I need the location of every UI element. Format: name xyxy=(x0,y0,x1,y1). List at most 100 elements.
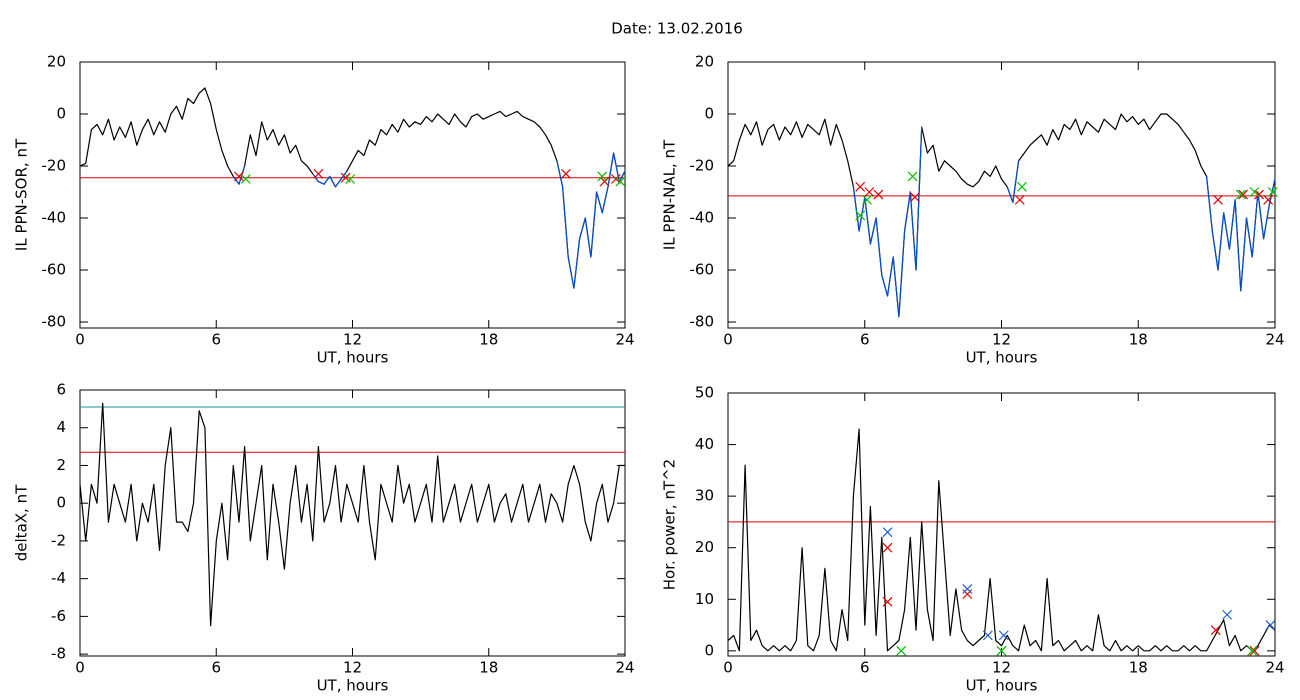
cross-marker xyxy=(882,596,893,607)
y-tick-label: 20 xyxy=(695,538,714,556)
y-tick-label: 4 xyxy=(56,418,66,436)
y-tick-label: 6 xyxy=(56,381,66,399)
page-title: Date: 13.02.2016 xyxy=(611,20,743,38)
series-line xyxy=(79,87,626,289)
x-tick-label: 0 xyxy=(723,659,733,677)
cross-marker xyxy=(1222,609,1233,620)
y-tick-label: 20 xyxy=(47,53,66,71)
series-line xyxy=(1006,160,1020,203)
y-tick-label: -4 xyxy=(51,569,66,587)
cross-marker xyxy=(1235,189,1246,200)
cross-marker xyxy=(561,168,571,179)
cross-marker xyxy=(1210,625,1221,636)
y-tick-label: 20 xyxy=(695,53,714,71)
cross-marker xyxy=(240,174,251,184)
y-tick-label: 10 xyxy=(695,590,714,608)
x-tick-label: 6 xyxy=(211,659,221,677)
x-tick-label: 0 xyxy=(75,331,85,349)
cross-marker xyxy=(1014,194,1025,205)
y-tick-label: -80 xyxy=(42,313,67,331)
cross-marker xyxy=(982,630,993,641)
y-tick-label: 40 xyxy=(695,435,714,453)
x-tick-label: 12 xyxy=(343,331,362,349)
cross-marker xyxy=(313,168,324,179)
y-tick-label: -2 xyxy=(51,531,66,549)
series-line xyxy=(312,170,348,188)
cross-marker xyxy=(1267,187,1278,197)
cross-marker xyxy=(862,194,872,205)
cross-marker xyxy=(1213,194,1223,205)
cross-marker xyxy=(345,174,356,184)
y-tick-label: -40 xyxy=(690,209,715,227)
y-tick-label: -80 xyxy=(690,313,715,331)
x-tick-label: 24 xyxy=(1265,659,1284,677)
cross-marker xyxy=(909,192,920,203)
x-tick-label: 6 xyxy=(860,659,870,677)
y-tick-label: -20 xyxy=(42,157,67,175)
x-axis-label: UT, hours xyxy=(317,349,389,367)
cross-marker xyxy=(962,584,973,594)
cross-marker xyxy=(882,527,893,538)
cross-marker xyxy=(597,171,608,182)
y-tick-label: 0 xyxy=(704,641,714,659)
series-line xyxy=(1206,176,1276,292)
series-line xyxy=(556,152,626,289)
x-tick-label: 18 xyxy=(1129,659,1148,677)
x-tick-label: 6 xyxy=(211,331,221,349)
y-tick-label: -8 xyxy=(51,645,66,663)
cross-marker xyxy=(1265,620,1276,630)
cross-marker xyxy=(907,171,918,182)
x-axis-label: UT, hours xyxy=(317,677,389,695)
y-tick-label: -6 xyxy=(51,607,66,625)
cross-marker xyxy=(615,176,626,187)
y-tick-label: 0 xyxy=(56,494,66,512)
series-line xyxy=(79,402,625,627)
series-line xyxy=(727,113,1276,318)
x-tick-label: 18 xyxy=(1129,331,1148,349)
x-tick-label: 18 xyxy=(479,331,498,349)
cross-marker xyxy=(1249,645,1260,656)
x-axis-label: UT, hours xyxy=(966,349,1038,367)
x-tick-label: 24 xyxy=(615,331,634,349)
x-tick-label: 0 xyxy=(723,331,733,349)
x-tick-label: 24 xyxy=(1265,331,1284,349)
cross-marker xyxy=(998,630,1009,641)
y-tick-label: -40 xyxy=(42,209,67,227)
x-tick-label: 6 xyxy=(860,331,870,349)
cross-marker xyxy=(864,187,875,197)
cross-marker xyxy=(610,174,621,184)
cross-marker xyxy=(855,181,866,192)
y-axis-label: IL PPN-NAL, nT xyxy=(661,139,679,250)
cross-marker xyxy=(1263,194,1274,205)
cross-marker xyxy=(1017,181,1027,192)
y-tick-label: -60 xyxy=(690,261,715,279)
x-axis-label: UT, hours xyxy=(966,677,1038,695)
x-tick-label: 12 xyxy=(343,659,362,677)
y-tick-label: 2 xyxy=(56,456,66,474)
y-tick-label: 0 xyxy=(704,105,714,123)
y-tick-label: 0 xyxy=(56,105,66,123)
cross-marker xyxy=(1238,189,1249,200)
cross-marker xyxy=(996,645,1007,656)
y-axis-label: IL PPN-SOR, nT xyxy=(13,138,31,251)
y-axis-label: Hor. power, nT^2 xyxy=(661,459,679,590)
y-tick-label: 30 xyxy=(695,487,714,505)
series-line xyxy=(727,428,1276,652)
y-axis-label: deltaX, nT xyxy=(13,484,31,561)
x-tick-label: 24 xyxy=(615,659,634,677)
x-tick-label: 12 xyxy=(992,659,1011,677)
cross-marker xyxy=(896,645,907,656)
x-tick-label: 12 xyxy=(992,331,1011,349)
y-tick-label: -20 xyxy=(690,157,715,175)
x-tick-label: 18 xyxy=(479,659,498,677)
cross-marker xyxy=(873,189,884,200)
cross-marker xyxy=(882,542,893,553)
y-tick-label: 50 xyxy=(695,384,714,402)
cross-marker xyxy=(1247,645,1258,656)
cross-marker xyxy=(1254,189,1264,200)
cross-marker xyxy=(234,171,244,182)
cross-marker xyxy=(855,210,866,221)
cross-marker xyxy=(599,176,610,187)
